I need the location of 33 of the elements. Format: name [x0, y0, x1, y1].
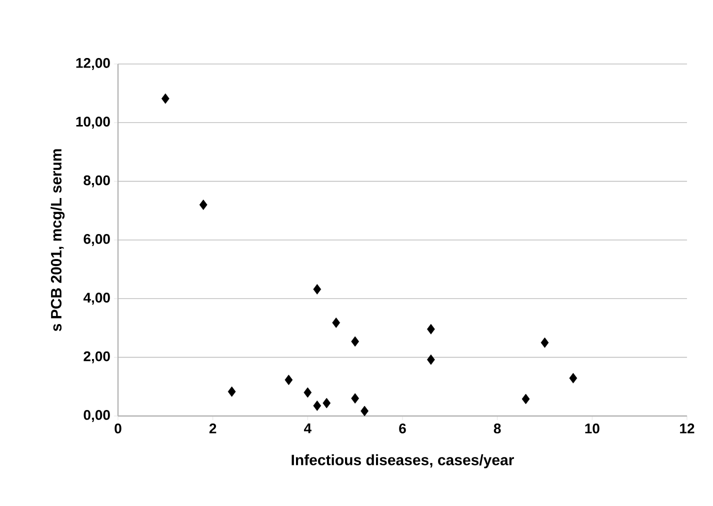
y-tick-label: 10,00 [76, 116, 110, 129]
point [322, 398, 331, 408]
x-tick-label: 2 [209, 424, 216, 434]
y-tick-label: 12,00 [76, 58, 110, 70]
point [228, 386, 236, 397]
point [313, 400, 322, 411]
point [161, 93, 170, 104]
y-tick-label: 8,00 [84, 175, 110, 188]
point [426, 324, 435, 334]
x-axis-title: Infectious diseases, cases/year [292, 454, 514, 468]
x-tick-label: 10 [585, 424, 600, 434]
x-tick-label: 12 [680, 424, 694, 434]
point [199, 200, 208, 210]
point [351, 393, 360, 404]
point [569, 372, 578, 384]
y-tick-label: 0,00 [84, 410, 110, 422]
y-tick-label: 6,00 [84, 234, 110, 246]
x-tick-label: 8 [494, 424, 501, 434]
point [313, 284, 322, 294]
point [540, 337, 549, 348]
point [360, 406, 369, 416]
y-axis-title: s PCB 2001, mcg/L serum [50, 149, 65, 332]
point [304, 387, 312, 398]
point [332, 318, 340, 328]
point [522, 394, 530, 404]
x-tick-label: 0 [114, 424, 122, 434]
point [284, 374, 293, 386]
y-tick-label: 2,00 [84, 351, 110, 364]
y-tick-label: 4,00 [83, 292, 110, 305]
point [351, 336, 360, 347]
x-tick-label: 4 [304, 424, 312, 434]
point [426, 354, 435, 365]
x-tick-label: 6 [399, 424, 406, 434]
